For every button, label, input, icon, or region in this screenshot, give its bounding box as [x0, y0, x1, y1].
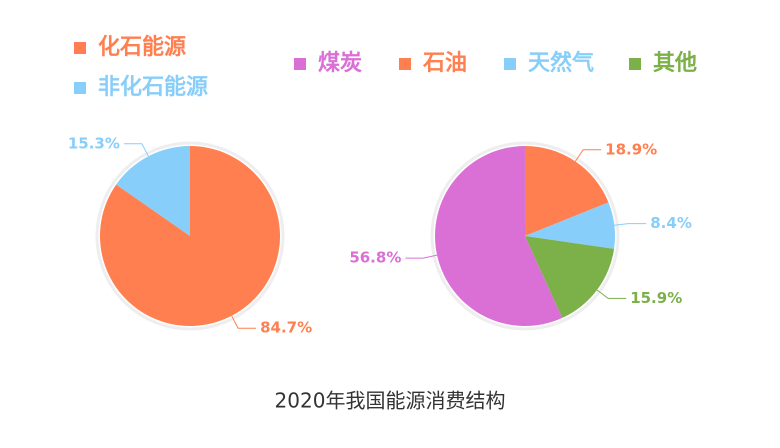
legend-label: 化石能源: [98, 34, 186, 60]
data-label: 8.4%: [650, 214, 692, 232]
pie-slice: [100, 146, 281, 327]
legend-label: 煤炭: [318, 50, 362, 76]
title: 2020年我国能源消费结构: [275, 389, 506, 413]
data-label: 15.3%: [68, 134, 120, 152]
legend-swatch: [74, 42, 86, 54]
leader-line: [574, 149, 602, 162]
legend-label: 其他: [653, 51, 697, 76]
pie-slice: [525, 202, 615, 249]
legend-swatch: [504, 58, 516, 70]
legend-swatch: [294, 58, 306, 70]
leader-line: [231, 315, 257, 329]
pie-slice: [524, 145, 609, 236]
leader-line: [596, 289, 627, 299]
pie-shadow: [95, 141, 285, 331]
legend-swatch: [399, 58, 411, 70]
pie-slice: [525, 236, 615, 318]
pie-slice: [435, 146, 563, 326]
leader-line: [614, 223, 647, 226]
legend-label: 非化石能源: [98, 74, 208, 100]
legend-label: 石油: [422, 51, 467, 76]
leader-line: [405, 254, 438, 259]
legend-swatch: [629, 58, 641, 70]
leader-line: [123, 143, 149, 157]
data-label: 56.8%: [349, 249, 401, 267]
legend-swatch: [74, 82, 86, 94]
pie-shadow: [430, 141, 620, 331]
data-label: 18.9%: [605, 140, 657, 158]
legend-label: 天然气: [528, 50, 594, 76]
pie-slice: [116, 146, 190, 236]
data-label: 84.7%: [260, 319, 312, 337]
data-label: 15.9%: [630, 289, 682, 307]
